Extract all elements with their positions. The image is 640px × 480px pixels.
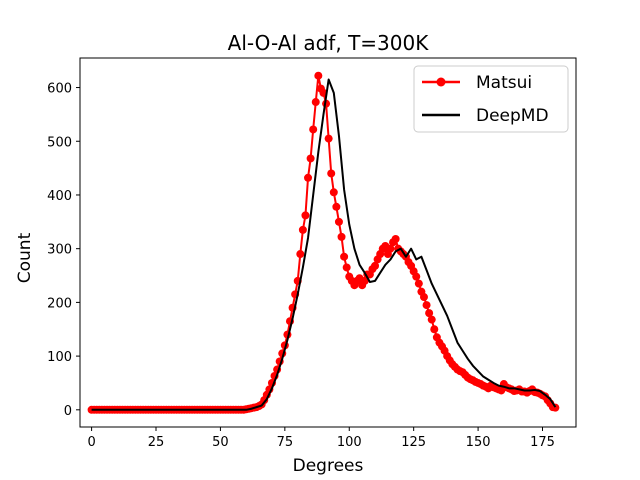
y-tick-label: 300 xyxy=(47,243,72,258)
plot-area xyxy=(87,71,560,414)
legend-label-matsui: Matsui xyxy=(476,73,532,93)
legend-marker-matsui xyxy=(436,77,446,87)
x-tick-label: 175 xyxy=(530,435,555,450)
data-point xyxy=(422,301,431,310)
data-point xyxy=(425,309,434,318)
series-line-deepmd xyxy=(91,78,557,411)
x-tick-label: 150 xyxy=(466,435,491,450)
data-point xyxy=(314,71,323,80)
data-point xyxy=(430,325,439,334)
data-point xyxy=(551,403,560,412)
data-point xyxy=(337,232,346,241)
data-point xyxy=(371,261,380,270)
x-axis-label: Degrees xyxy=(293,456,364,476)
legend: Matsui DeepMD xyxy=(413,65,569,133)
series-deepmd xyxy=(91,78,557,411)
axes-frame xyxy=(79,57,577,428)
x-tick-label: 50 xyxy=(212,435,229,450)
data-point xyxy=(342,263,351,272)
x-tick-label: 75 xyxy=(277,435,294,450)
x-tick-label: 125 xyxy=(401,435,426,450)
data-point xyxy=(301,211,310,220)
y-tick-label: 500 xyxy=(47,135,72,150)
y-tick-label: 400 xyxy=(47,189,72,204)
y-tick-label: 0 xyxy=(64,404,72,419)
data-point xyxy=(306,154,315,163)
data-point xyxy=(329,188,338,197)
y-tick-label: 600 xyxy=(47,82,72,97)
data-point xyxy=(360,276,369,285)
x-tick-label: 25 xyxy=(148,435,165,450)
y-axis-label: Count xyxy=(15,232,35,283)
data-point xyxy=(334,217,343,226)
data-point xyxy=(324,134,333,143)
x-tick-label: 100 xyxy=(337,435,362,450)
y-tick-label: 100 xyxy=(47,350,72,365)
data-point xyxy=(309,125,318,134)
x-tick-label: 0 xyxy=(87,435,95,450)
data-point xyxy=(412,272,421,281)
data-point xyxy=(304,173,313,182)
data-point xyxy=(340,252,349,261)
legend-label-deepmd: DeepMD xyxy=(476,106,549,126)
data-point xyxy=(419,293,428,302)
data-point xyxy=(298,225,307,234)
data-point xyxy=(311,98,320,107)
chart-title: Al-O-Al adf, T=300K xyxy=(228,31,430,55)
axes: 0 25 50 75 100 125 150 175 0 100 200 300 400 500 600 xyxy=(47,57,577,450)
y-tick-label: 200 xyxy=(47,296,72,311)
data-point xyxy=(327,169,336,178)
data-point xyxy=(414,279,423,288)
data-point xyxy=(391,235,400,244)
data-point xyxy=(386,244,395,253)
data-point xyxy=(296,250,305,259)
data-point xyxy=(332,202,341,211)
data-point xyxy=(427,315,436,324)
